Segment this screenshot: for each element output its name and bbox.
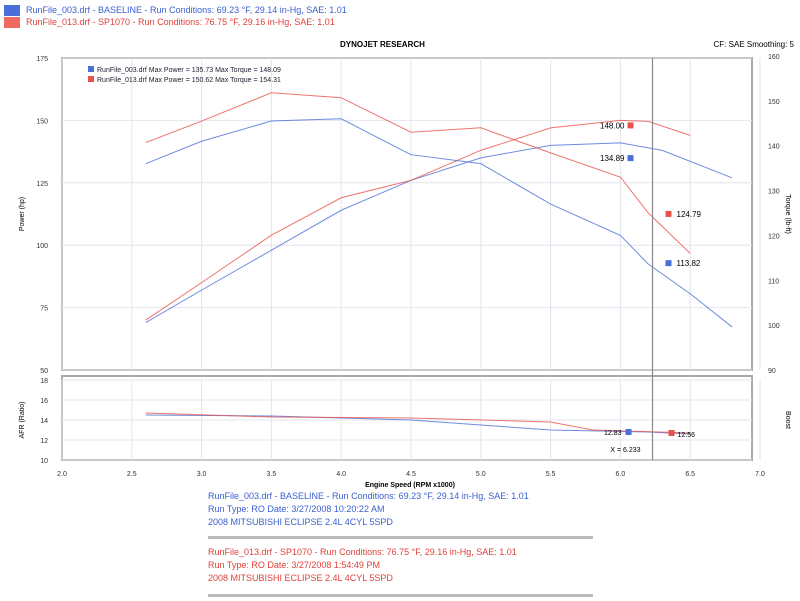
afr-tick-label: 18 <box>40 378 48 385</box>
afr-tick-label: 14 <box>40 418 48 425</box>
torque-curve <box>145 92 691 254</box>
legend-swatch <box>88 66 94 72</box>
run1-footer-line: RunFile_003.drf - BASELINE - Run Conditi… <box>208 491 529 501</box>
y2-tick-label: 160 <box>768 54 780 61</box>
y2-tick-label: 90 <box>768 368 776 375</box>
cursor-marker <box>627 122 634 129</box>
cursor-value-label: 113.82 <box>677 259 701 268</box>
cursor-marker <box>627 155 634 162</box>
y2-tick-label: 150 <box>768 99 780 106</box>
y2-tick-label: 140 <box>768 144 780 151</box>
x-axis-label: Engine Speed (RPM x1000) <box>365 482 455 489</box>
cursor-value-label: 134.89 <box>600 154 625 163</box>
x-tick-label: 4.5 <box>406 471 416 478</box>
legend-entry: RunFile_003.drf Max Power = 135.73 Max T… <box>97 67 281 74</box>
x-tick-label: 2.0 <box>57 471 67 478</box>
legend-swatch <box>88 76 94 82</box>
x-readout: X = 6.233 <box>610 447 640 454</box>
cursor-value-label: 124.79 <box>677 210 702 219</box>
x-tick-label: 6.0 <box>616 471 626 478</box>
run1-footer-line: Run Type: RO Date: 3/27/2008 10:20:22 AM <box>208 504 385 514</box>
x-tick-label: 6.5 <box>685 471 695 478</box>
power-curve <box>145 142 733 324</box>
legend-entry: RunFile_013.drf Max Power = 150.62 Max T… <box>97 77 281 84</box>
y-tick-label: 50 <box>40 368 48 375</box>
run2-footer: RunFile_013.drf - SP1070 - Run Condition… <box>208 546 517 585</box>
y-tick-label: 75 <box>40 306 48 313</box>
cursor-marker <box>625 429 632 435</box>
run1-footer-line: 2008 MITSUBISHI ECLIPSE 2.4L 4CYL 5SPD <box>208 517 393 527</box>
sp1070-swatch <box>4 17 20 29</box>
y-tick-label: 100 <box>36 243 48 250</box>
run-header: RunFile_003.drf - BASELINE - Run Conditi… <box>4 4 347 29</box>
cursor-marker <box>665 210 672 217</box>
afr-tick-label: 16 <box>40 398 48 405</box>
y2-tick-label: 130 <box>768 189 780 196</box>
y-axis-label: Power (hp) <box>19 197 26 231</box>
afr-curve <box>145 412 691 434</box>
power-plot-frame <box>61 57 753 371</box>
y2-tick-label: 120 <box>768 233 780 240</box>
y2-tick-label: 100 <box>768 323 780 330</box>
x-tick-label: 2.5 <box>127 471 137 478</box>
cursor-marker <box>665 260 672 267</box>
settings-text: CF: SAE Smoothing: 5 <box>713 40 794 49</box>
run2-footer-line: 2008 MITSUBISHI ECLIPSE 2.4L 4CYL 5SPD <box>208 573 393 583</box>
y2-axis-label: Torque (lb-ft) <box>784 194 791 234</box>
baseline-swatch <box>4 5 20 17</box>
afr-axis-label: AFR (Ratio) <box>19 402 26 439</box>
x-tick-label: 3.5 <box>267 471 277 478</box>
x-tick-label: 5.0 <box>476 471 486 478</box>
y-tick-label: 175 <box>36 56 48 63</box>
afr-tick-label: 12 <box>40 438 48 445</box>
x-tick-label: 3.0 <box>197 471 207 478</box>
run1-header: RunFile_003.drf - BASELINE - Run Conditi… <box>26 5 347 15</box>
y-tick-label: 150 <box>36 118 48 125</box>
x-tick-label: 5.5 <box>546 471 556 478</box>
run2-header: RunFile_013.drf - SP1070 - Run Condition… <box>26 17 335 28</box>
run2-footer-line: Run Type: RO Date: 3/27/2008 1:54:49 PM <box>208 560 380 570</box>
x-tick-label: 7.0 <box>755 471 765 478</box>
chart-title: DYNOJET RESEARCH <box>340 40 425 49</box>
afr-tick-label: 10 <box>40 458 48 465</box>
cursor-value-label: 12.56 <box>678 432 696 439</box>
cursor-marker <box>668 430 675 436</box>
cursor-value-label: 12.83 <box>604 430 622 437</box>
boost-axis-label: Boost <box>784 411 791 429</box>
divider <box>208 594 593 597</box>
torque-curve <box>145 118 733 328</box>
run1-footer: RunFile_003.drf - BASELINE - Run Conditi… <box>208 490 529 529</box>
x-tick-label: 4.0 <box>336 471 346 478</box>
run2-footer-line: RunFile_013.drf - SP1070 - Run Condition… <box>208 547 517 557</box>
divider <box>208 536 593 539</box>
y-tick-label: 125 <box>36 181 48 188</box>
cursor-value-label: 148.00 <box>600 121 625 130</box>
y2-tick-label: 110 <box>768 278 779 285</box>
power-curve <box>145 119 691 321</box>
